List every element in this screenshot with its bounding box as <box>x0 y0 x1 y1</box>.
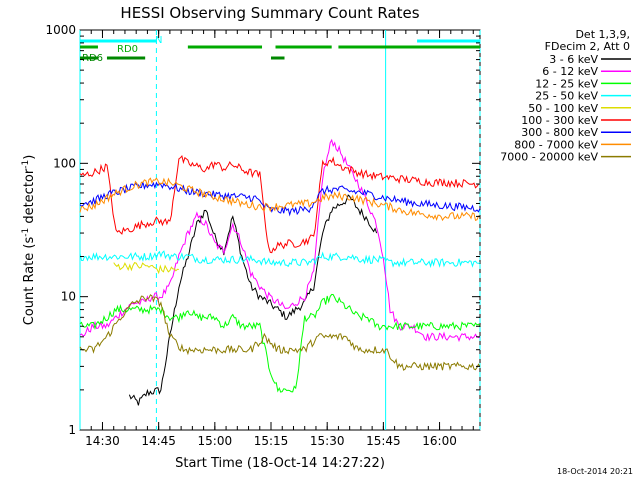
chart-title: HESSI Observing Summary Count Rates <box>120 4 419 22</box>
y-axis-label-mid: detector <box>22 168 37 228</box>
legend-label-8: 7000 - 20000 keV <box>500 151 598 164</box>
legend-label-6: 300 - 800 keV <box>521 126 598 139</box>
x-tick-label-4: 15:30 <box>310 434 345 448</box>
y-axis-label: Count Rate (s-1 detector-1) <box>21 155 37 326</box>
indicator-bar-label-1: RD6 <box>82 53 103 64</box>
series-line-0 <box>128 194 378 406</box>
series-line-2 <box>79 293 481 393</box>
x-tick-label-2: 15:00 <box>198 434 233 448</box>
indicator-bar-label-2: N <box>155 35 162 46</box>
series-line-3 <box>79 250 481 269</box>
series-line-6 <box>79 181 481 217</box>
plot-area <box>79 29 481 431</box>
legend-label-2: 12 - 25 keV <box>535 77 598 90</box>
legend-header-0: Det 1,3,9, <box>575 28 630 41</box>
x-tick-label-0: 14:30 <box>85 434 120 448</box>
y-axis-label-sup1: -1 <box>21 228 31 237</box>
series-line-7 <box>79 177 481 222</box>
y-tick-label-1: 10 <box>61 290 76 304</box>
indicator-bar-label-0: RD0 <box>117 44 138 55</box>
vertical-markers <box>79 30 481 430</box>
series-lines <box>79 138 481 406</box>
indicator-bars: RD0 RD6 N <box>80 35 480 64</box>
y-tick-label-0: 1 <box>68 423 76 437</box>
legend-header-1: FDecim 2, Att 0 <box>545 40 630 53</box>
legend-label-0: 3 - 6 keV <box>549 53 598 66</box>
y-axis-label-end: ) <box>22 155 37 160</box>
legend-label-3: 25 - 50 keV <box>535 90 598 103</box>
series-line-5 <box>79 155 481 254</box>
y-tick-label-2: 100 <box>53 156 76 170</box>
y-axis-label-sup2: -1 <box>21 160 31 169</box>
legend-label-4: 50 - 100 keV <box>528 102 598 115</box>
x-tick-label-1: 14:45 <box>141 434 176 448</box>
x-axis-label: Start Time (18-Oct-14 14:27:22) <box>175 456 385 471</box>
series-line-8 <box>79 294 481 371</box>
legend-label-7: 800 - 7000 keV <box>514 138 598 151</box>
legend-label-5: 100 - 300 keV <box>521 114 598 127</box>
series-line-4 <box>113 261 179 275</box>
footer-date: 18-Oct-2014 20:21 <box>557 467 633 476</box>
y-tick-label-3: 1000 <box>45 23 76 37</box>
x-tick-label-5: 15:45 <box>366 434 401 448</box>
plot-frame <box>79 29 481 431</box>
axis-ticks: 14:30 14:45 15:00 15:15 15:30 15:45 16:00 1 10 10… <box>45 23 480 448</box>
legend-label-1: 6 - 12 keV <box>542 65 598 78</box>
x-tick-label-6: 16:00 <box>422 434 457 448</box>
x-tick-label-3: 15:15 <box>254 434 289 448</box>
y-axis-label-main: Count Rate (s <box>22 237 37 326</box>
